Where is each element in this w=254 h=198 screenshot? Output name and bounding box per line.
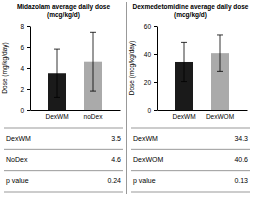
- x-axis: DexWM DexWOM: [158, 110, 248, 120]
- table-rule: [131, 170, 250, 171]
- error-cap: [181, 42, 187, 43]
- y-axis: 0 2 4 6 8: [20, 23, 30, 114]
- y-tick: 4: [20, 65, 30, 72]
- error-cap: [217, 71, 223, 72]
- y-tick-mark: [154, 54, 157, 55]
- y-tick-label: 2: [20, 86, 24, 93]
- y-tick: 0: [20, 107, 30, 114]
- y-axis-line: [157, 27, 158, 111]
- table-rule: [4, 149, 123, 150]
- table-value: 40.6: [234, 156, 248, 163]
- y-tick: 8: [20, 23, 30, 30]
- table-value: 0.13: [234, 177, 248, 184]
- x-axis-line: [158, 110, 248, 111]
- x-axis-line: [31, 110, 121, 111]
- error-cap: [54, 49, 60, 50]
- table-value: 3.5: [111, 135, 121, 142]
- y-tick-mark: [27, 89, 30, 90]
- table-label: p value: [133, 177, 156, 185]
- y-tick-label: 40: [144, 51, 152, 58]
- chart-root: Midazolam average daily dose(mcg/kg/d) 0 2…: [0, 0, 254, 198]
- table-rule: [131, 128, 250, 129]
- y-tick-mark: [27, 68, 30, 69]
- y-tick-mark: [27, 110, 30, 111]
- y-tick-mark: [154, 110, 157, 111]
- error-bar: [220, 35, 221, 71]
- x-tick-label: DexWOM: [206, 113, 234, 120]
- y-tick-label: 20: [144, 79, 152, 86]
- x-tick-label: noDex: [84, 113, 104, 120]
- table-rule: [131, 149, 250, 150]
- y-tick: 60: [144, 23, 157, 30]
- table-label: DexWM: [133, 135, 158, 142]
- y-tick-label: 4: [20, 65, 24, 72]
- x-tick: DexWM: [172, 110, 195, 120]
- error-cap: [90, 91, 96, 92]
- table-rule: [131, 192, 250, 193]
- y-tick-label: 0: [20, 107, 24, 114]
- error-cap: [54, 97, 60, 98]
- y-tick: 20: [144, 79, 157, 86]
- x-tick: DexWM: [45, 110, 68, 120]
- y-tick-mark: [27, 47, 30, 48]
- y-axis-title: Dose (mcg/kg/day): [128, 41, 136, 96]
- error-bar: [184, 42, 185, 81]
- plot-marks: [48, 32, 102, 110]
- y-tick: 2: [20, 86, 30, 93]
- table-label: DexWOM: [133, 156, 164, 163]
- y-axis-title: Dose (mg/kg/day): [1, 42, 9, 93]
- y-tick-label: 6: [20, 44, 24, 51]
- y-tick-mark: [27, 26, 30, 27]
- y-tick-label: 60: [144, 23, 152, 30]
- table-label: NoDex: [6, 156, 28, 163]
- error-cap: [217, 34, 223, 35]
- y-tick-label: 8: [20, 23, 24, 30]
- chart-title: Dexmedetomidine average daily dose(mcg/k…: [133, 3, 249, 19]
- table-value: 4.6: [111, 156, 121, 163]
- y-tick: 6: [20, 44, 30, 51]
- x-tick-label: DexWM: [45, 113, 68, 120]
- panel-divider: [126, 2, 127, 194]
- table-label: DexWM: [6, 135, 31, 142]
- table-rule: [4, 170, 123, 171]
- y-tick: 0: [147, 107, 157, 114]
- y-axis-line: [30, 27, 31, 111]
- table: DexWM 34.3 DexWOM 40.6 p value 0.13: [131, 128, 250, 192]
- x-tick: DexWOM: [206, 110, 234, 120]
- table-rule: [4, 128, 123, 129]
- error-cap: [181, 81, 187, 82]
- x-axis: DexWM noDex: [31, 110, 121, 120]
- y-tick-mark: [154, 26, 157, 27]
- y-tick-label: 0: [147, 107, 151, 114]
- y-axis: 0 20 40 60: [144, 23, 158, 114]
- x-tick-label: DexWM: [172, 113, 195, 120]
- table-label: p value: [6, 177, 29, 185]
- error-cap: [90, 32, 96, 33]
- y-tick-mark: [154, 82, 157, 83]
- error-bar: [93, 32, 94, 91]
- table-value: 34.3: [234, 135, 248, 142]
- table-rule: [4, 192, 123, 193]
- y-tick: 40: [144, 51, 157, 58]
- plot-marks: [175, 35, 229, 110]
- x-tick: noDex: [84, 110, 104, 120]
- table: DexWM 3.5 NoDex 4.6 p value 0.24: [4, 128, 123, 192]
- chart-title: Midazolam average daily dose(mcg/kg/d): [17, 3, 111, 19]
- error-bar: [57, 49, 58, 97]
- table-value: 0.24: [107, 177, 121, 184]
